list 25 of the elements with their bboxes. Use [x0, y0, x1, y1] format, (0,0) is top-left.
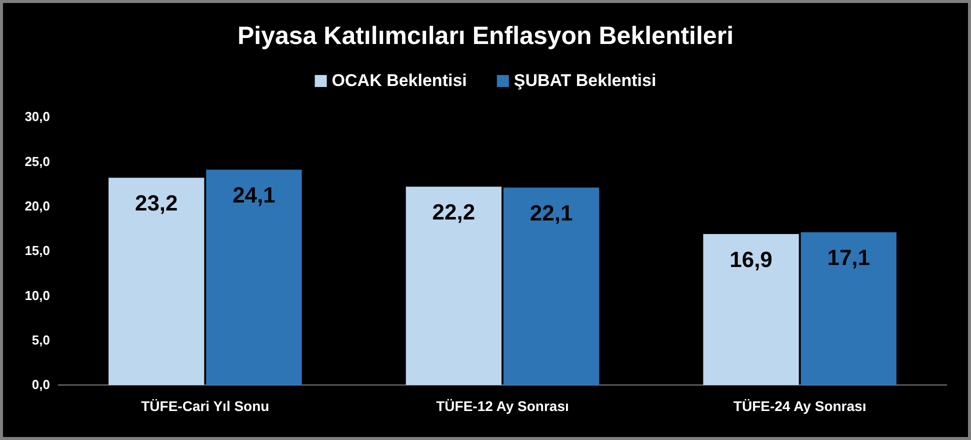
y-tick-label: 30,0 [24, 109, 50, 124]
bar [703, 234, 799, 385]
y-tick-label: 10,0 [24, 288, 50, 303]
x-tick-label: TÜFE-Cari Yıl Sonu [141, 398, 270, 414]
y-tick-label: 20,0 [24, 198, 50, 214]
data-label: 22,2 [432, 200, 476, 225]
bar [406, 186, 502, 385]
data-label: 24,1 [232, 182, 276, 208]
data-label: 22,1 [530, 200, 573, 226]
data-label: 23,2 [134, 190, 178, 216]
bar [800, 232, 896, 385]
bar [108, 178, 204, 385]
x-tick-label: TÜFE-12 Ay Sonrası [436, 398, 569, 414]
data-label: 16,9 [730, 247, 772, 272]
legend-label: OCAK Beklentisi [332, 71, 467, 90]
y-tick-label: 25,0 [24, 154, 50, 169]
y-tick-label: 15,0 [24, 243, 50, 258]
bar [206, 170, 302, 385]
chart-title: Piyasa Katılımcıları Enflasyon Beklentileri [237, 22, 734, 50]
data-label: 17,1 [827, 245, 870, 270]
y-tick-label: 5,0 [32, 332, 50, 348]
bar [503, 188, 600, 385]
x-tick-label: TÜFE-24 Ay Sonrası [733, 398, 866, 414]
legend-label: ŞUBAT Beklentisi [514, 71, 656, 90]
y-tick-label: 0,0 [32, 377, 50, 392]
